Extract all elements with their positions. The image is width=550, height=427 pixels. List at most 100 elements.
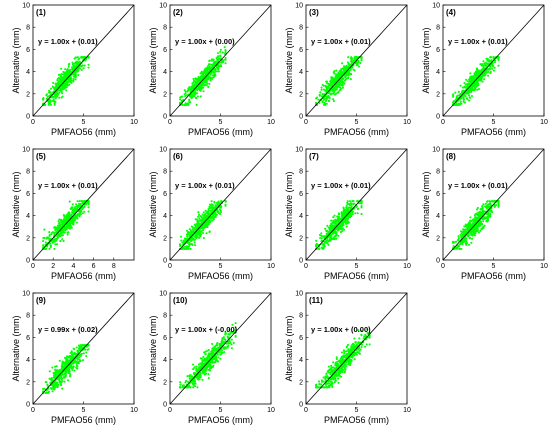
data-point <box>186 94 189 97</box>
data-point <box>482 203 485 206</box>
data-point <box>54 368 57 371</box>
data-point <box>42 387 45 391</box>
data-point <box>326 242 329 245</box>
data-point <box>72 221 75 224</box>
data-point <box>209 73 212 76</box>
data-point <box>201 220 204 223</box>
data-point <box>461 86 465 89</box>
data-point <box>341 224 344 227</box>
data-point <box>357 207 360 210</box>
data-point <box>321 83 324 87</box>
data-point <box>81 64 84 67</box>
x-tick-label: 5 <box>219 263 223 270</box>
y-axis-label: Alternative (mm) <box>421 27 431 93</box>
data-point <box>341 213 344 216</box>
data-point <box>493 200 496 203</box>
data-point <box>204 70 207 74</box>
data-point <box>360 202 363 205</box>
data-point <box>68 366 71 369</box>
data-point <box>454 91 457 94</box>
data-point <box>66 72 69 75</box>
data-point <box>194 244 197 247</box>
data-point <box>474 226 477 229</box>
data-point <box>345 77 348 80</box>
data-point <box>360 56 363 59</box>
data-point <box>56 227 60 230</box>
data-point <box>62 70 65 74</box>
data-point <box>87 348 90 351</box>
data-point <box>464 228 467 231</box>
data-point <box>209 209 212 212</box>
regression-equation: y = 0.99x + (0.02) <box>38 325 98 334</box>
data-point <box>192 368 195 371</box>
y-tick-label: 6 <box>26 47 30 54</box>
data-point <box>478 222 481 225</box>
data-point <box>317 98 320 101</box>
data-point <box>337 82 341 85</box>
data-point <box>55 95 58 98</box>
data-point <box>56 79 59 82</box>
data-point <box>346 200 349 203</box>
x-tick-label: 10 <box>130 119 138 126</box>
data-point <box>325 102 328 105</box>
data-point <box>211 219 214 222</box>
data-point <box>78 212 81 215</box>
data-point <box>204 216 207 219</box>
data-point <box>208 212 211 215</box>
data-point <box>207 63 211 66</box>
data-point <box>211 63 214 66</box>
x-tick-label: 0 <box>168 263 172 270</box>
y-tick-label: 10 <box>295 147 303 154</box>
data-point <box>459 93 462 96</box>
y-tick-label: 6 <box>163 191 167 198</box>
data-point <box>330 238 333 241</box>
x-tick-label: 0 <box>441 119 445 126</box>
data-point <box>326 224 329 227</box>
data-point <box>187 247 190 250</box>
data-point <box>62 84 65 87</box>
data-point <box>341 62 344 65</box>
data-point <box>219 357 222 360</box>
data-point <box>70 351 74 354</box>
x-axis-label: PMFAO56 (mm) <box>188 271 253 281</box>
data-point <box>452 241 455 244</box>
data-point <box>181 95 184 98</box>
data-point <box>333 93 337 96</box>
data-point <box>470 90 473 94</box>
data-point <box>189 95 192 98</box>
data-point <box>187 102 190 105</box>
data-point <box>208 82 211 85</box>
data-point <box>66 368 69 371</box>
data-point <box>335 233 338 236</box>
data-point <box>69 375 72 378</box>
data-point <box>52 81 55 84</box>
data-point <box>348 63 351 66</box>
data-point <box>463 101 466 104</box>
x-axis-label: PMFAO56 (mm) <box>324 127 389 137</box>
data-point <box>54 365 57 368</box>
data-point <box>179 101 182 104</box>
data-point <box>54 371 57 374</box>
data-point <box>197 213 201 216</box>
data-point <box>187 230 190 234</box>
data-point <box>76 350 79 353</box>
data-point <box>54 93 57 96</box>
data-point <box>54 97 57 100</box>
regression-equation: y = 1.00x + (0.01) <box>38 37 98 46</box>
data-point <box>333 224 336 227</box>
y-tick-label: 10 <box>22 147 30 154</box>
data-point <box>462 98 465 101</box>
data-point <box>469 96 472 99</box>
data-point <box>327 232 330 235</box>
x-axis-label: PMFAO56 (mm) <box>461 271 526 281</box>
data-point <box>188 100 191 103</box>
data-point <box>217 55 220 58</box>
data-point <box>478 211 482 214</box>
data-point <box>350 60 353 63</box>
data-point <box>327 96 330 99</box>
data-point <box>63 380 66 383</box>
data-point <box>75 56 78 59</box>
